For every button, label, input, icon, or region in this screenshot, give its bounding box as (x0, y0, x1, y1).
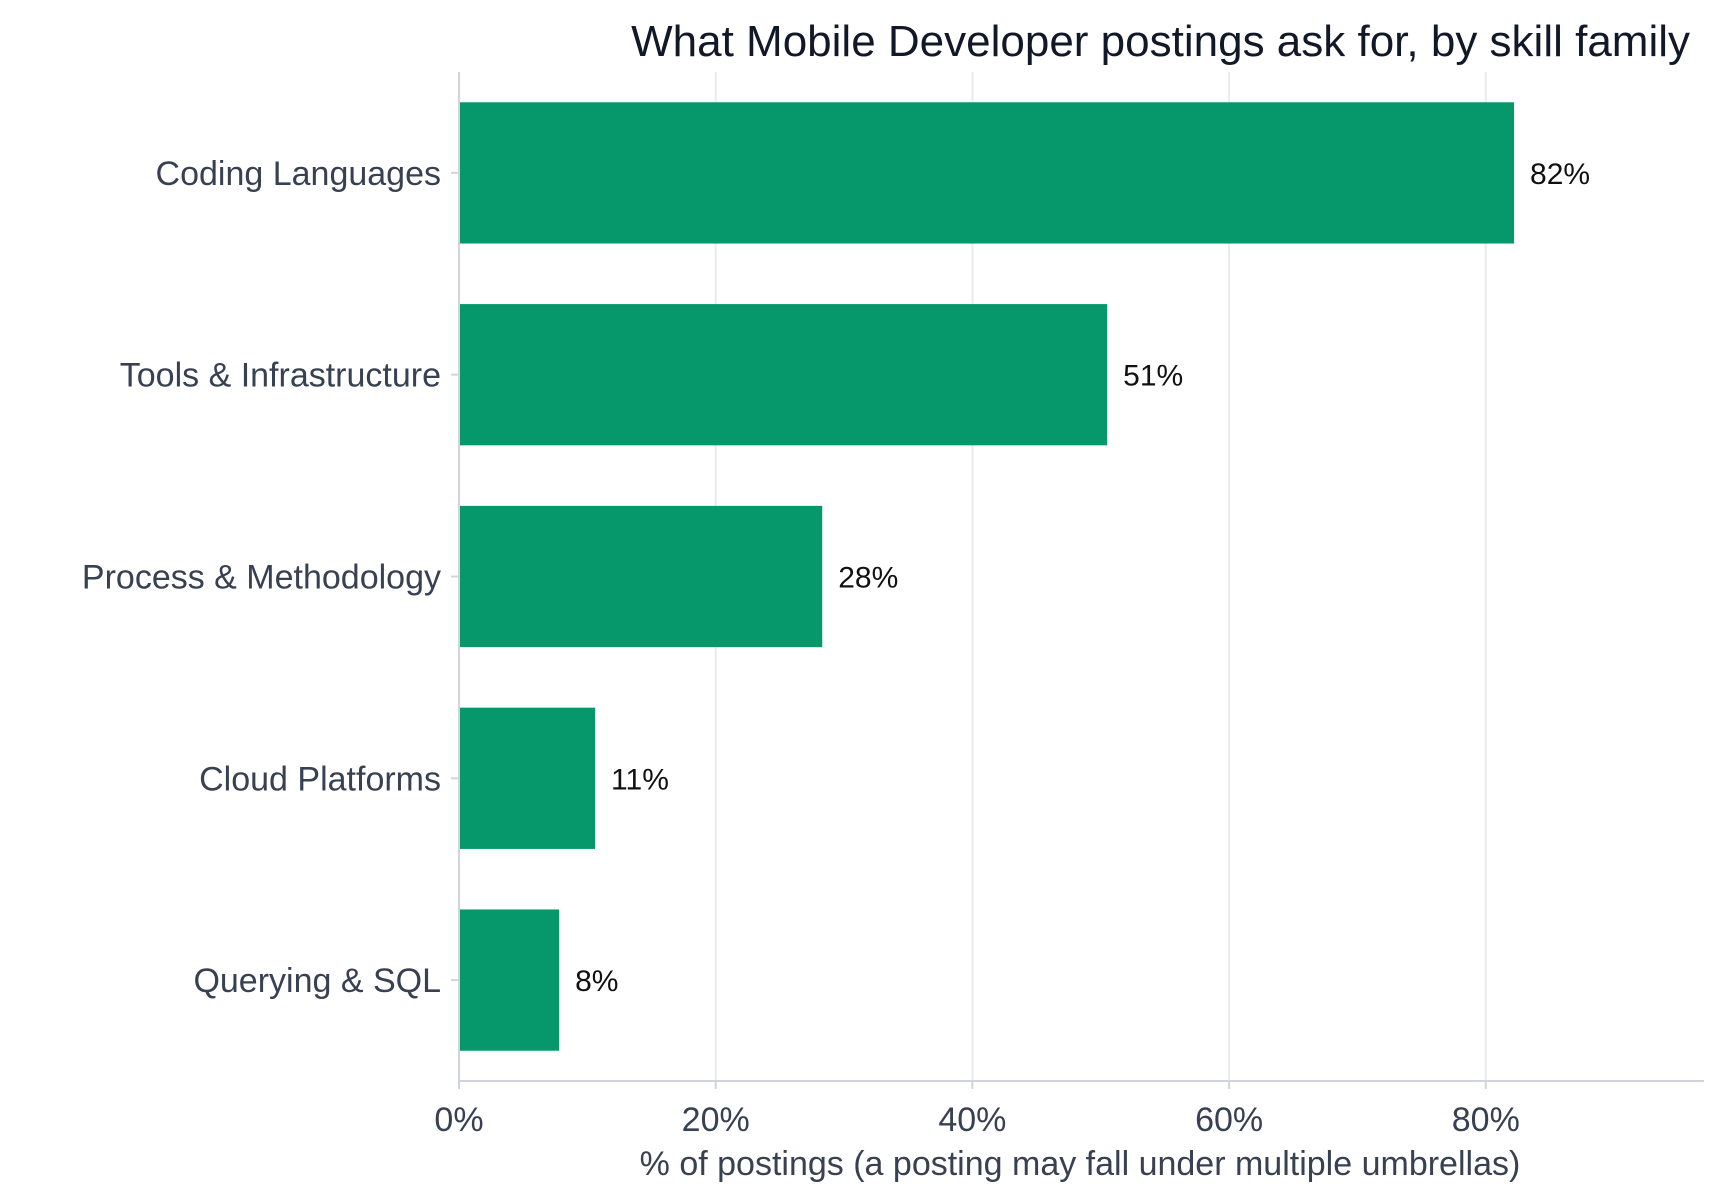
data-labels: 82% 51% 28% 11% 8% (575, 158, 1590, 998)
bar (459, 707, 596, 849)
x-ticks: 0% 20% 40% 60% 80% (434, 1081, 1520, 1139)
x-tick-label: 20% (682, 1101, 750, 1139)
category-label: Querying & SQL (193, 962, 441, 1000)
bar (459, 304, 1108, 446)
category-label: Cloud Platforms (199, 760, 441, 798)
bar (459, 909, 560, 1051)
chart-title: What Mobile Developer postings ask for, … (631, 17, 1690, 66)
x-tick-label: 80% (1452, 1101, 1520, 1139)
data-label: 8% (575, 965, 618, 998)
bars (459, 102, 1515, 1051)
x-axis-label: % of postings (a posting may fall under … (640, 1145, 1521, 1183)
data-label: 82% (1530, 158, 1590, 191)
category-label: Coding Languages (156, 155, 441, 193)
category-label: Tools & Infrastructure (120, 357, 441, 395)
data-label: 28% (838, 562, 898, 595)
x-tick-label: 0% (434, 1101, 483, 1139)
bar (459, 505, 823, 648)
bar (459, 102, 1515, 244)
data-label: 11% (611, 763, 669, 796)
x-tick-label: 40% (938, 1101, 1006, 1139)
x-tick-label: 60% (1195, 1101, 1263, 1139)
category-label: Process & Methodology (82, 559, 441, 597)
category-labels: Coding Languages Tools & Infrastructure Pr… (82, 155, 459, 1000)
data-label: 51% (1123, 360, 1183, 393)
